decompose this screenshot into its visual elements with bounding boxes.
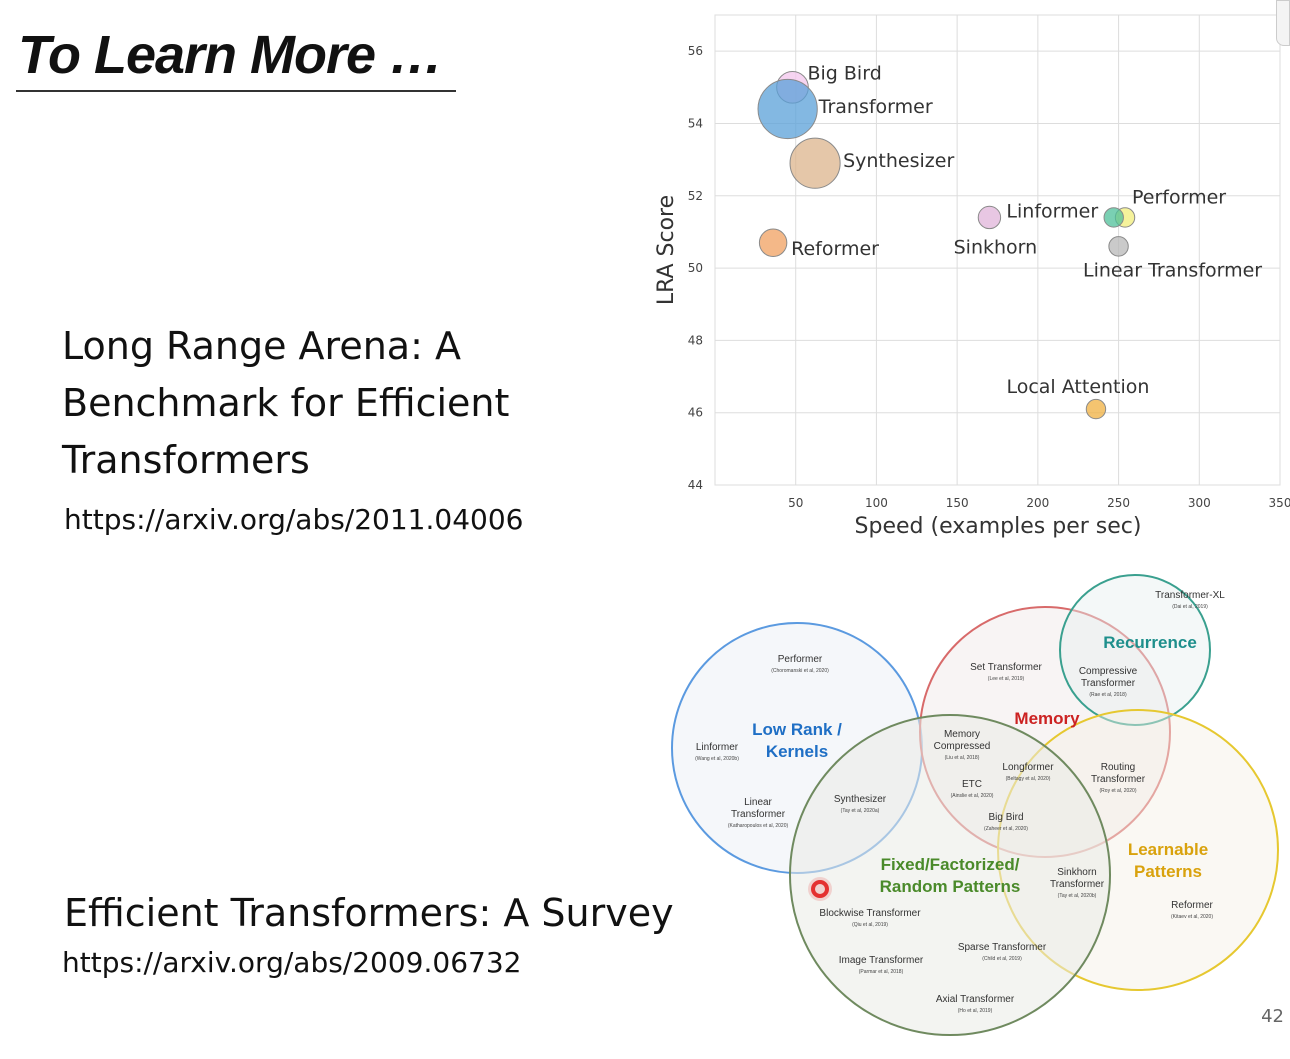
point-label-reformer: Reformer: [791, 238, 879, 260]
venn-item-transformer-xl: Transformer-XL: [1155, 590, 1225, 601]
reference-url-lra[interactable]: https://arxiv.org/abs/2011.04006: [64, 503, 524, 536]
venn-svg: Low Rank / Kernels Memory Recurrence Fixe…: [671, 574, 1279, 1036]
venn-citation: (Tay et al, 2020a): [841, 808, 880, 814]
point-label-big-bird: Big Bird: [807, 62, 881, 84]
venn-item-sinkhorn-transformer: Sinkhorn Transformer: [1050, 867, 1105, 890]
venn-citation: (Lee et al, 2019): [988, 676, 1025, 682]
venn-label-low-rank: Low Rank / Kernels: [752, 720, 842, 761]
point-label-sinkhorn: Sinkhorn: [954, 236, 1038, 258]
point-label-linear-transformer: Linear Transformer: [1083, 259, 1262, 281]
venn-citation: (Zaheer et al, 2020): [984, 826, 1028, 832]
x-tick-label: 350: [1269, 496, 1290, 510]
venn-item-reformer: Reformer: [1171, 900, 1213, 911]
venn-citation: (Kitaev et al, 2020): [1171, 914, 1213, 920]
y-tick-label: 56: [688, 44, 703, 58]
y-tick-label: 44: [688, 478, 703, 492]
venn-item-linformer: Linformer: [696, 742, 739, 753]
bubble-linear-transformer: [1108, 236, 1129, 257]
venn-item-big-bird: Big Bird: [988, 812, 1023, 823]
venn-label-fixed: Fixed/Factorized/Random Patterns: [880, 855, 1021, 896]
scrollbar-thumb[interactable]: [1276, 0, 1290, 46]
reference-url-survey[interactable]: https://arxiv.org/abs/2009.06732: [62, 946, 522, 979]
y-tick-label: 46: [688, 406, 703, 420]
title-underline: [16, 90, 456, 92]
venn-citation: (Rae et al, 2018): [1089, 692, 1127, 698]
venn-item-longformer: Longformer: [1002, 762, 1054, 773]
venn-item-set-transformer: Set Transformer: [970, 662, 1042, 673]
point-label-linformer: Linformer: [1006, 200, 1098, 222]
venn-item-etc: ETC: [962, 779, 982, 790]
bubble-reformer: [758, 228, 788, 257]
point-label-synthesizer: Synthesizer: [843, 150, 954, 172]
bubble-synthesizer: [789, 137, 841, 189]
venn-citation: (Qiu et al, 2019): [852, 922, 888, 928]
venn-citation: (Ho et al, 2019): [958, 1008, 993, 1014]
venn-item-axial-transformer: Axial Transformer: [936, 994, 1015, 1005]
point-label-local-attention: Local Attention: [1006, 376, 1149, 398]
cursor-pointer-dot: [811, 880, 829, 898]
venn-item-image-transformer: Image Transformer: [839, 955, 924, 966]
venn-item-synthesizer: Synthesizer: [834, 794, 887, 805]
venn-citation: (Dai et al, 2019): [1172, 604, 1208, 610]
venn-label-learnable: Learnable Patterns: [1128, 840, 1208, 881]
y-axis-label: LRA Score: [654, 195, 679, 305]
bubble-unlabeled: [1103, 207, 1124, 228]
survey-venn-diagram: Low Rank / Kernels Memory Recurrence Fixe…: [660, 550, 1290, 1050]
x-tick-label: 100: [865, 496, 888, 510]
y-tick-label: 48: [688, 333, 703, 347]
reference-title-lra: Long Range Arena: A Benchmark for Effici…: [62, 324, 510, 482]
lra-chart-svg: 50 100 150 200 250 300 350 44 46 48 50 52 54 56 Big B…: [654, 14, 1290, 539]
venn-citation: (Wang et al, 2020b): [695, 756, 739, 762]
venn-citation: (Ainslie et al, 2020): [951, 793, 994, 799]
venn-circle-fixed: [789, 714, 1111, 1036]
venn-item-memory-compressed: Memory Compressed: [934, 729, 991, 752]
venn-item-sparse-transformer: Sparse Transformer: [958, 942, 1047, 953]
bubble-transformer: [757, 78, 818, 140]
y-tick-label: 54: [688, 116, 703, 130]
x-axis-label: Speed (examples per sec): [855, 514, 1142, 539]
y-tick-label: 50: [688, 261, 703, 275]
venn-item-performer: Performer: [778, 654, 823, 665]
venn-citation: (Katharopoulos et al, 2020): [728, 823, 789, 829]
venn-item-linear-transformer: Linear Transformer: [731, 797, 786, 820]
y-tick-label: 52: [688, 189, 703, 203]
slide-title: To Learn More …: [18, 25, 443, 85]
venn-citation: (Choromanski et al, 2020): [771, 668, 829, 674]
point-label-transformer: Transformer: [818, 96, 933, 118]
venn-citation: (Tay et al, 2020b): [1058, 893, 1097, 899]
venn-citation: (Beltagy et al, 2020): [1006, 776, 1051, 782]
page-number: 42: [1261, 1006, 1284, 1027]
venn-citation: (Roy et al, 2020): [1100, 788, 1137, 794]
venn-citation: (Liu et al, 2018): [945, 755, 980, 761]
x-tick-label: 50: [788, 496, 803, 510]
x-tick-label: 250: [1107, 496, 1130, 510]
venn-circle-recurrence: [1059, 574, 1211, 726]
lra-chart: 50 100 150 200 250 300 350 44 46 48 50 52 54 56 Big B…: [600, 0, 1290, 550]
x-tick-label: 200: [1026, 496, 1049, 510]
venn-citation: (Child et al, 2019): [982, 956, 1022, 962]
bubble-linformer: [977, 205, 1002, 230]
reference-title-survey: Efficient Transformers: A Survey: [64, 891, 674, 935]
x-tick-label: 150: [946, 496, 969, 510]
point-label-performer: Performer: [1132, 186, 1226, 208]
venn-item-blockwise-transformer: Blockwise Transformer: [819, 908, 921, 919]
venn-item-compressive-transformer: Compressive Transformer: [1079, 666, 1138, 689]
venn-label-recurrence: Recurrence: [1103, 633, 1197, 652]
venn-label-memory: Memory: [1014, 709, 1080, 728]
cursor-pointer-halo: [808, 877, 832, 901]
venn-citation: (Parmar et al, 2018): [859, 969, 904, 975]
x-tick-label: 300: [1188, 496, 1211, 510]
venn-item-routing-transformer: Routing Transformer: [1091, 762, 1146, 785]
bubble-local-attention: [1085, 398, 1107, 420]
